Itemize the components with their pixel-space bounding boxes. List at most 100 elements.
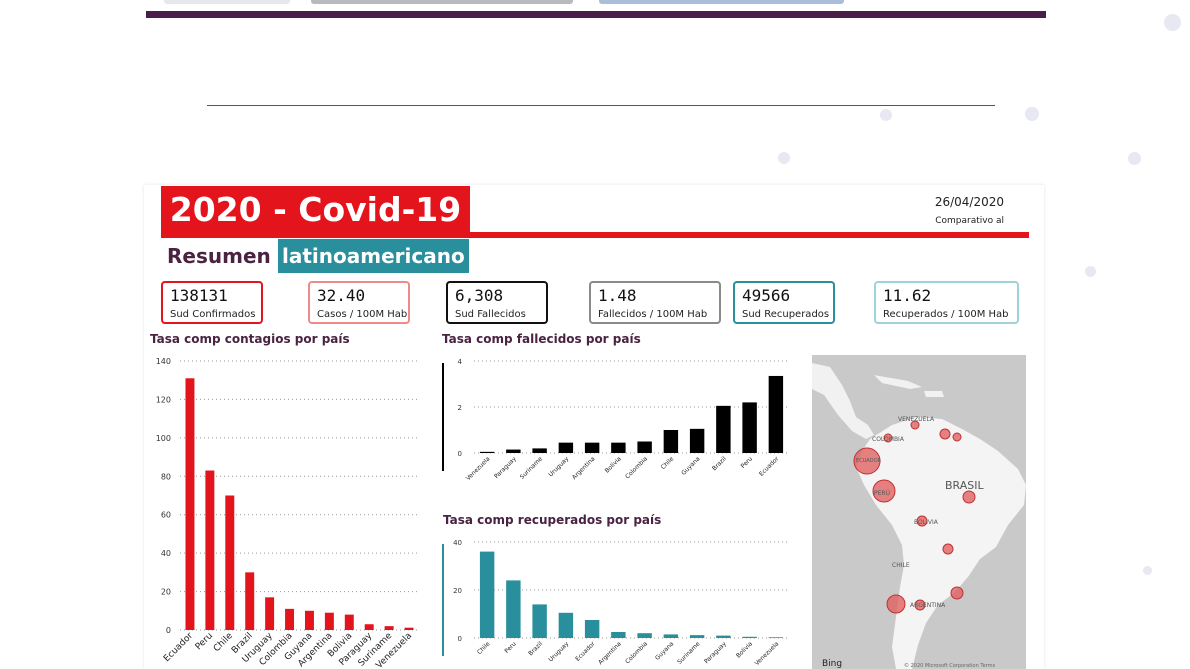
map-bubble-chile (886, 594, 906, 614)
contagios-bar (225, 495, 235, 630)
contagios-category-label: Ecuador (162, 631, 195, 664)
recuperados-bar (716, 635, 731, 638)
contagios-category-label: Peru (194, 631, 215, 652)
fallecidos-category-label: Colombia (624, 455, 649, 480)
recuperados-bar (768, 637, 784, 638)
contagios-ytick-label: 20 (161, 588, 171, 597)
kpi-card-confirmed[interactable]: 138131 Sud Confirmados (161, 281, 263, 324)
frame-footer-bar (146, 11, 1046, 18)
chart-title-fallecidos: Tasa comp fallecidos por país (442, 332, 641, 346)
frame-tab (599, 0, 844, 4)
fallecidos-bar (637, 441, 652, 453)
kpi-value: 1.48 (598, 286, 637, 305)
subtitle-word: Resumen (167, 244, 271, 268)
fallecidos-category-label: Chile (660, 455, 676, 471)
decor-dot (1143, 566, 1152, 575)
report-title-box: 2020 - Covid-19 (161, 186, 470, 234)
contagios-bar (265, 597, 275, 630)
kpi-card-deaths[interactable]: 6,308 Sud Fallecidos (446, 281, 548, 324)
recuperados-bar (742, 636, 757, 638)
kpi-label: Casos / 100M Hab (317, 309, 408, 320)
fallecidos-bar (558, 442, 574, 453)
recuperados-category-label: Venezuela (754, 640, 781, 667)
kpi-label: Fallecidos / 100M Hab (598, 309, 708, 320)
fallecidos-ytick-label: 0 (458, 450, 462, 458)
map-landmass-cuba (874, 375, 922, 389)
fallecidos-bar (716, 405, 731, 453)
kpi-label: Sud Confirmados (170, 309, 256, 320)
map-bubble-bolivia (916, 515, 928, 527)
recuperados-bar (637, 633, 652, 638)
recuperados-category-label: Paraguay (703, 640, 728, 665)
contagios-bar (364, 624, 374, 630)
map-bubble-guyana (939, 428, 951, 440)
contagios-bar (404, 627, 414, 630)
contagios-ytick-label: 0 (166, 626, 171, 635)
kpi-card-cases-rate[interactable]: 32.40 Casos / 100M Hab (308, 281, 410, 324)
kpi-value: 11.62 (883, 286, 932, 305)
bing-logo: Bing (822, 659, 842, 669)
map-label-peru: PERÚ (874, 490, 890, 497)
recuperados-category-label: Colombia (624, 640, 649, 665)
recuperados-category-label: Chile (476, 640, 492, 656)
map-copyright: © 2020 Microsoft Corporation Terms (904, 662, 995, 669)
kpi-value: 32.40 (317, 286, 366, 305)
fallecidos-category-label: Argentina (571, 455, 597, 481)
recuperados-category-label: Brazil (527, 640, 544, 657)
frame-tab (164, 0, 290, 4)
contagios-bar (304, 610, 314, 630)
compare-label: Comparativo al (935, 216, 1004, 226)
recuperados-bar (532, 604, 547, 638)
fallecidos-bar (768, 375, 784, 453)
map-bubble-uruguay (950, 586, 964, 600)
recuperados-bar (479, 551, 495, 638)
map-bubble-suriname (952, 432, 962, 442)
kpi-card-recovered-rate[interactable]: 11.62 Recuperados / 100M Hab (874, 281, 1019, 324)
kpi-value: 138131 (170, 286, 228, 305)
recuperados-category-label: Argentina (597, 640, 623, 666)
map-landmass-hispaniola (924, 391, 944, 397)
contagios-bar (285, 608, 295, 630)
contagios-bar (245, 572, 255, 630)
kpi-card-deaths-rate[interactable]: 1.48 Fallecidos / 100M Hab (589, 281, 721, 324)
subtitle-highlight: latinoamericano (278, 239, 469, 273)
map-bubble-paraguay (942, 543, 954, 555)
chart-title-contagios: Tasa comp contagios por país (150, 332, 350, 346)
fallecidos-category-label: Suriname (519, 455, 545, 481)
fallecidos-bar (532, 448, 547, 453)
map-canvas: VENEZUELA COLOMBIA ECUADOR PERÚ BRASIL B… (812, 363, 1026, 669)
frame-tab (311, 0, 573, 4)
decor-dot (1025, 107, 1039, 121)
kpi-card-recovered[interactable]: 49566 Sud Recuperados (733, 281, 835, 324)
fallecidos-category-label: Uruguay (547, 455, 570, 478)
recuperados-category-label: Suriname (676, 640, 702, 666)
map-label-argentina: ARGENTINA (910, 602, 946, 609)
fallecidos-category-label: Venezuela (465, 455, 492, 482)
contagios-bar (384, 626, 394, 630)
map-label-brasil: BRASIL (945, 479, 984, 492)
contagios-bar (185, 378, 195, 630)
fallecidos-bar (584, 442, 600, 453)
contagios-ytick-label: 120 (156, 395, 171, 404)
previous-report-frame (146, 0, 1046, 18)
fallecidos-category-label: Paraguay (493, 455, 518, 480)
recuperados-category-label: Guyana (654, 640, 676, 662)
fallecidos-ytick-label: 2 (458, 404, 462, 412)
contagios-bar (324, 612, 334, 630)
map-label-bolivia: BOLIVIA (914, 519, 939, 526)
map-label-colombia: COLOMBIA (872, 436, 905, 443)
fallecidos-category-label: Ecuador (758, 455, 781, 478)
map-landmass-central-america (812, 363, 874, 439)
recuperados-bar (506, 580, 521, 638)
south-america-map[interactable]: VENEZUELA COLOMBIA ECUADOR PERÚ BRASIL B… (812, 355, 1026, 669)
contagios-bar (344, 614, 354, 630)
chart-recuperados: 0 20 40 Chile Peru Brazil Uruguay Ecuador Argent… (442, 539, 789, 667)
map-landmass-south-america (856, 417, 1026, 669)
map-label-venezuela: VENEZUELA (898, 416, 935, 423)
contagios-ytick-label: 100 (156, 434, 171, 443)
recuperados-bar (611, 632, 626, 638)
chart-contagios: 020406080100120140EcuadorPeruChileBrazil… (156, 357, 419, 669)
recuperados-bar (558, 612, 574, 638)
recuperados-bar (663, 634, 679, 638)
decor-dot (1085, 266, 1096, 277)
